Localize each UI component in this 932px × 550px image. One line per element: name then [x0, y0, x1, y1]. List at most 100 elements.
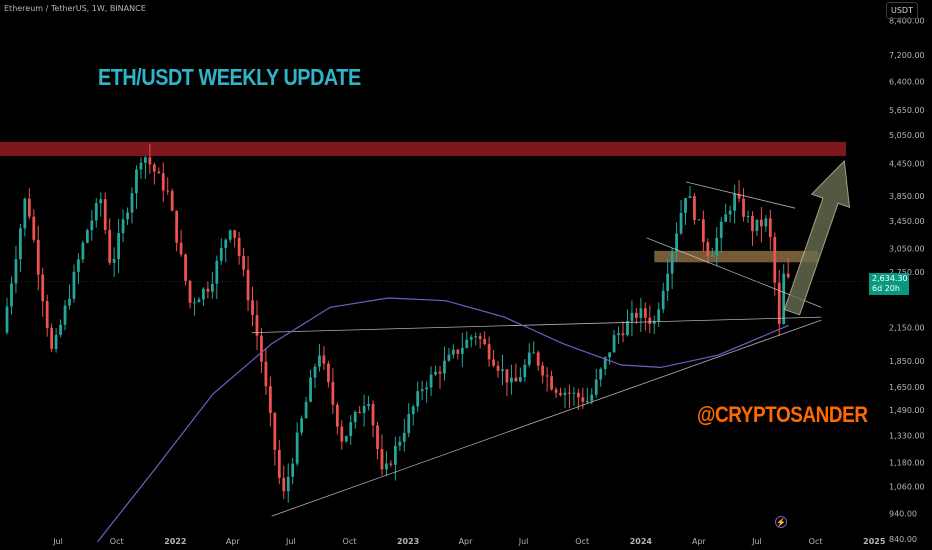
y-tick-label: 1,180.00: [889, 458, 925, 467]
candle-body: [617, 333, 620, 336]
candle-body: [773, 236, 777, 283]
candle-body: [510, 377, 513, 383]
x-tick-label: Oct: [809, 537, 823, 546]
candle-body: [541, 365, 545, 376]
candle-body: [643, 308, 647, 318]
y-tick-label: 1,060.00: [889, 483, 925, 492]
x-tick-label: Apr: [692, 537, 707, 546]
candle-body: [443, 360, 446, 374]
candle-body: [518, 377, 522, 382]
candle-body: [327, 363, 330, 382]
candle-body: [545, 375, 549, 377]
candle-body: [90, 220, 94, 231]
candle-body: [420, 389, 424, 392]
candle-body: [72, 271, 76, 299]
candle-body: [59, 324, 62, 335]
y-tick-label: 3,450.00: [889, 217, 925, 226]
candle-body: [572, 392, 576, 394]
chart-headline: ETH/USDT WEEKLY UPDATE: [98, 64, 361, 90]
currency-button[interactable]: USDT: [886, 2, 918, 19]
y-tick-label: 7,200.00: [889, 51, 925, 60]
candle-body: [710, 255, 714, 257]
x-tick-label: 2022: [164, 537, 186, 546]
candle-body: [679, 212, 683, 234]
lightning-icon[interactable]: ⚡: [775, 516, 787, 528]
candle-body: [376, 425, 379, 450]
moving-average-line: [97, 297, 790, 543]
candle-body: [215, 260, 219, 284]
candle-body: [184, 254, 187, 281]
candle-body: [340, 426, 344, 442]
candle-body: [402, 432, 406, 442]
candle-body: [32, 216, 36, 240]
candle-body: [492, 359, 495, 366]
candle-body: [41, 274, 45, 302]
candle-body: [63, 305, 67, 325]
candle-body: [228, 230, 232, 240]
candle-body: [487, 344, 491, 360]
candle-body: [429, 374, 433, 388]
candle-body: [438, 371, 442, 374]
candle-body: [760, 219, 763, 227]
candle-body: [603, 357, 607, 369]
candle-body: [621, 333, 625, 336]
candle-body: [277, 449, 281, 478]
candle-body: [581, 397, 585, 402]
candle-body: [393, 445, 397, 465]
candle-body: [77, 259, 80, 272]
candle-body: [349, 422, 353, 436]
y-tick-label: 2,150.00: [889, 323, 925, 332]
candle-body: [670, 251, 674, 274]
candle-body: [210, 283, 214, 292]
candle-body: [724, 214, 728, 222]
candle-body: [768, 218, 772, 237]
author-handle: @CRYPTOSANDER: [697, 402, 868, 427]
candle-body: [786, 273, 790, 278]
candle-body: [693, 196, 696, 221]
candle-body: [304, 401, 308, 419]
candle-body: [121, 219, 125, 234]
candlestick-series: [5, 143, 790, 503]
y-tick-label: 5,050.00: [889, 131, 925, 140]
candle-body: [161, 173, 165, 191]
candle-body: [144, 157, 147, 163]
candle-body: [465, 339, 469, 348]
candle-body: [630, 312, 634, 322]
candle-body: [175, 210, 179, 243]
candle-body: [777, 282, 781, 325]
candle-body: [108, 229, 112, 263]
candle-body: [447, 354, 451, 361]
x-tick-label: Oct: [575, 537, 589, 546]
candle-body: [23, 198, 27, 229]
candle-body: [764, 218, 768, 227]
candle-body: [563, 392, 567, 396]
x-tick-label: Apr: [226, 537, 241, 546]
x-tick-label: 2023: [397, 537, 419, 546]
candle-body: [152, 164, 156, 172]
candle-body: [371, 404, 375, 426]
candle-body: [452, 349, 455, 355]
candle-body: [358, 411, 362, 413]
x-tick-label: 2025: [863, 537, 886, 546]
candle-body: [728, 210, 732, 215]
candle-body: [782, 273, 786, 325]
candle-body: [50, 327, 54, 349]
candle-body: [135, 169, 138, 194]
candle-body: [139, 162, 143, 170]
candle-body: [179, 242, 183, 255]
candle-body: [639, 308, 643, 318]
candle-body: [206, 288, 210, 292]
candle-body: [416, 391, 420, 407]
candle-body: [554, 389, 558, 393]
price-axis: 8,400.00 7,200.00 6,400.00 5,650.00 5,050.00…: [889, 16, 925, 544]
candle-body: [733, 193, 736, 211]
candle-body: [751, 215, 754, 231]
candle-body: [117, 233, 120, 260]
candle-body: [474, 336, 478, 338]
candle-body: [398, 441, 402, 446]
candle-body: [367, 404, 370, 407]
candle-body: [188, 280, 192, 303]
candle-body: [19, 228, 22, 260]
x-tick-label: Oct: [343, 537, 357, 546]
